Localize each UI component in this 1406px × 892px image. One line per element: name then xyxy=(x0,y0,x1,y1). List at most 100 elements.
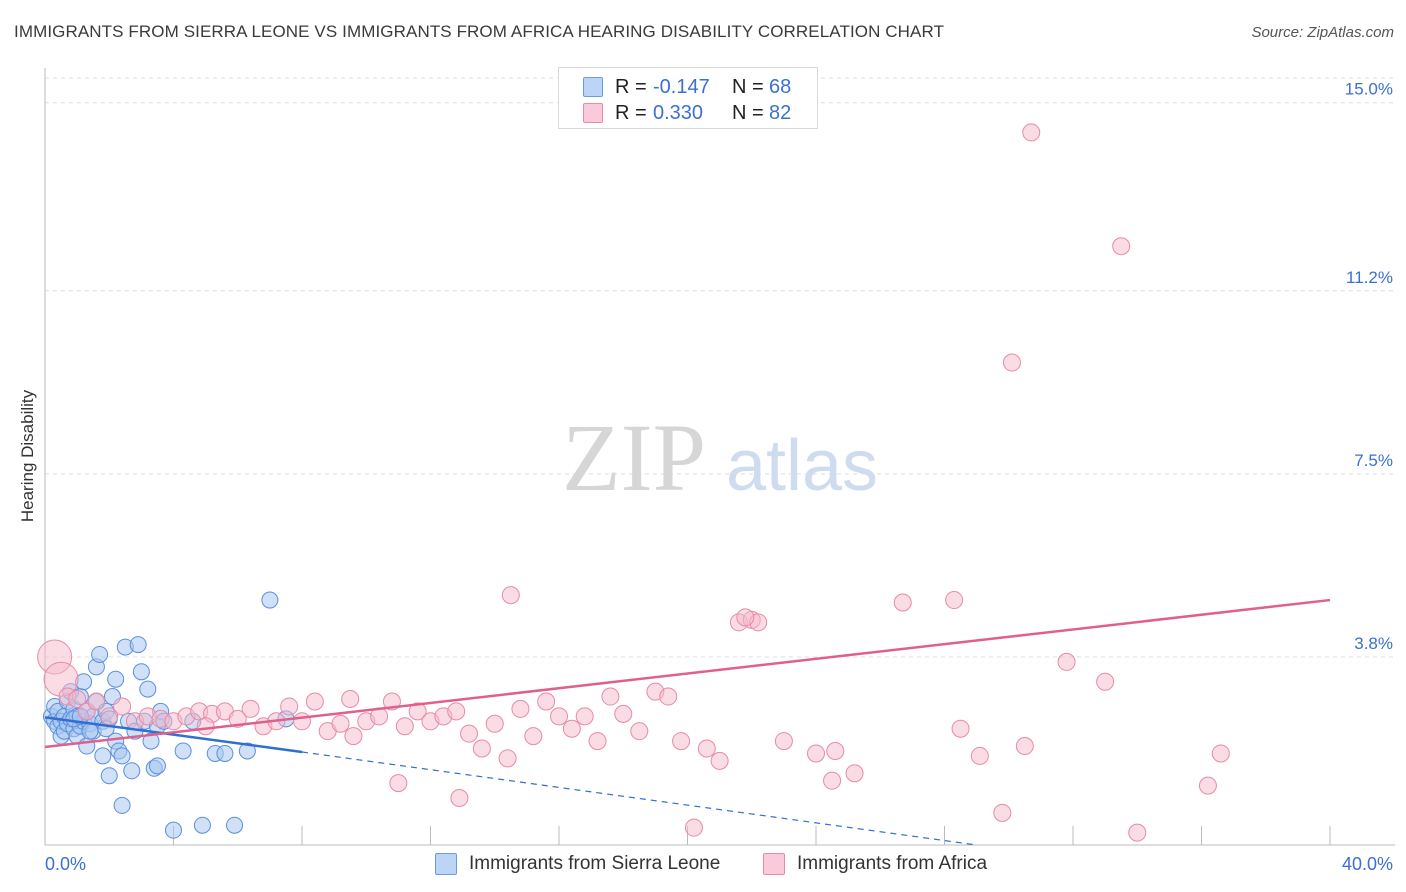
data-point-africa xyxy=(736,608,755,627)
watermark-atlas: atlas xyxy=(726,426,878,506)
data-point-africa xyxy=(1022,123,1041,142)
watermark: ZIP atlas xyxy=(562,404,878,511)
data-point-africa xyxy=(807,744,825,763)
data-point-sierra-leone xyxy=(142,732,160,750)
trend-line-sierra-leone xyxy=(44,716,303,754)
data-point-africa xyxy=(710,751,729,770)
data-point-africa xyxy=(601,687,620,706)
data-point-sierra-leone xyxy=(123,762,141,780)
data-point-africa xyxy=(1112,237,1131,256)
data-point-africa xyxy=(447,702,466,721)
bottom-legend-label-africa: Immigrants from Africa xyxy=(797,853,988,874)
series-africa-points xyxy=(37,123,1230,842)
data-point-africa xyxy=(1198,776,1217,795)
data-point-sierra-leone xyxy=(129,636,147,654)
data-point-sierra-leone xyxy=(139,680,157,698)
data-point-africa xyxy=(1015,737,1034,756)
data-point-africa xyxy=(823,771,842,790)
data-point-sierra-leone xyxy=(174,742,192,760)
bottom-legend-africa: Immigrants from Africa xyxy=(763,852,987,876)
watermark-zip: ZIP xyxy=(562,404,706,511)
data-point-africa xyxy=(511,699,530,718)
data-point-sierra-leone xyxy=(100,767,118,785)
x-tick-label-max: 40.0% xyxy=(1342,854,1393,874)
y-tick-label: 15.0% xyxy=(1345,80,1393,99)
bottom-legend-swatch-africa xyxy=(763,853,785,875)
bottom-legend-label-sierra-leone: Immigrants from Sierra Leone xyxy=(469,853,721,874)
data-point-africa xyxy=(993,803,1012,822)
data-point-africa xyxy=(498,749,517,768)
data-point-sierra-leone xyxy=(238,742,256,760)
data-point-sierra-leone xyxy=(91,645,109,663)
data-point-africa xyxy=(241,699,260,718)
legend-n-label: N = xyxy=(732,101,764,124)
data-point-africa xyxy=(826,741,845,760)
data-point-africa xyxy=(196,717,215,736)
data-point-africa xyxy=(305,692,324,711)
legend-r-label: R = xyxy=(615,101,647,124)
data-point-sierra-leone xyxy=(113,747,131,765)
data-point-africa xyxy=(588,732,607,751)
data-point-africa xyxy=(575,707,594,726)
data-point-africa xyxy=(389,774,408,793)
legend-n-value: 68 xyxy=(769,75,792,98)
data-point-sierra-leone xyxy=(113,796,131,814)
data-point-africa xyxy=(562,719,581,738)
data-point-africa xyxy=(1128,823,1147,842)
legend-r-value: 0.330 xyxy=(653,101,704,124)
data-point-sierra-leone xyxy=(132,663,150,681)
data-point-africa xyxy=(893,593,912,612)
data-point-africa xyxy=(614,704,633,723)
chart-title: IMMIGRANTS FROM SIERRA LEONE VS IMMIGRAN… xyxy=(14,22,945,41)
data-point-africa xyxy=(501,586,520,605)
legend-r-label: R = xyxy=(615,75,647,98)
legend-n-value: 82 xyxy=(769,101,792,124)
legend-r-value: -0.147 xyxy=(653,75,710,98)
data-point-africa xyxy=(331,714,350,733)
data-point-sierra-leone xyxy=(165,821,182,839)
gridlines xyxy=(45,77,1395,658)
correlation-legend: R = -0.147 N = 68 R = 0.330 N = 82 xyxy=(558,67,818,129)
data-point-africa xyxy=(659,687,678,706)
data-point-africa xyxy=(1096,672,1115,691)
data-point-africa xyxy=(472,739,491,758)
data-point-africa xyxy=(774,732,793,751)
data-point-africa xyxy=(630,722,649,741)
data-point-sierra-leone xyxy=(193,816,211,834)
trend-lines xyxy=(44,598,1331,846)
data-point-sierra-leone xyxy=(216,744,234,762)
axes xyxy=(44,68,1395,846)
data-point-africa xyxy=(845,764,864,783)
trend-line-africa xyxy=(44,598,1331,749)
y-tick-label: 7.5% xyxy=(1354,451,1393,470)
data-point-sierra-leone xyxy=(107,670,125,688)
data-point-africa xyxy=(228,709,247,728)
data-point-africa xyxy=(945,591,964,610)
y-tick-label: 3.8% xyxy=(1354,634,1393,653)
data-point-africa xyxy=(280,697,299,716)
legend-swatch-africa xyxy=(583,103,603,123)
legend-n-label: N = xyxy=(732,75,764,98)
x-tick-label-min: 0.0% xyxy=(45,854,86,874)
source-label: Source: ZipAtlas.com xyxy=(1251,24,1394,41)
data-point-africa xyxy=(697,739,716,758)
bottom-legend-sierra-leone: Immigrants from Sierra Leone xyxy=(435,852,720,876)
data-point-africa xyxy=(293,712,311,731)
trend-line-sierra-leone-extension xyxy=(301,751,977,846)
data-point-africa xyxy=(485,714,504,733)
data-point-africa xyxy=(68,690,87,709)
data-point-sierra-leone xyxy=(261,591,279,609)
data-point-africa xyxy=(344,727,363,746)
data-point-africa xyxy=(1057,652,1076,671)
tick-labels: 3.8% 7.5% 11.2% 15.0% 0.0% 40.0% xyxy=(45,80,1393,874)
data-point-sierra-leone xyxy=(226,816,244,834)
data-point-sierra-leone xyxy=(94,747,112,765)
y-axis-label: Hearing Disability xyxy=(18,389,37,523)
legend-swatch-sierra-leone xyxy=(583,77,603,97)
data-point-africa xyxy=(450,788,469,807)
data-point-africa xyxy=(1002,353,1021,372)
data-point-africa xyxy=(672,732,691,751)
data-point-africa xyxy=(113,697,132,716)
data-point-africa xyxy=(460,724,479,743)
y-tick-label: 11.2% xyxy=(1346,268,1393,287)
